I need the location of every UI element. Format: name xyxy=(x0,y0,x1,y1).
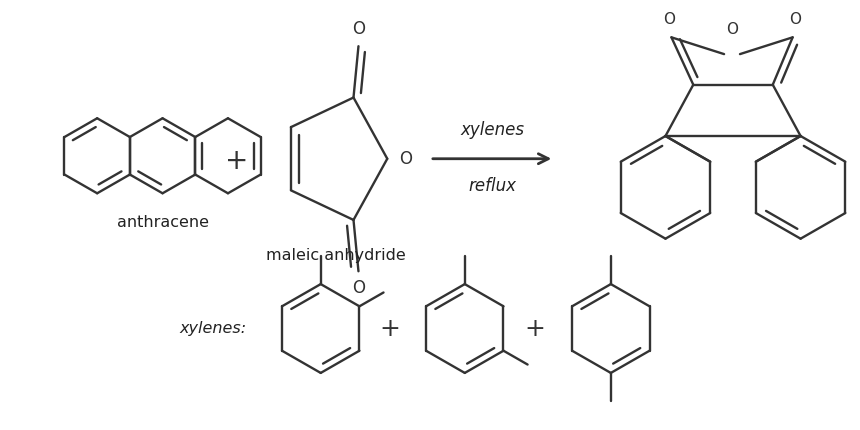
Text: O: O xyxy=(789,12,801,28)
Text: O: O xyxy=(399,150,412,168)
Text: O: O xyxy=(726,22,738,37)
Text: O: O xyxy=(352,20,365,38)
Text: O: O xyxy=(352,279,365,297)
Text: reflux: reflux xyxy=(468,176,516,194)
Text: xylenes: xylenes xyxy=(460,121,524,139)
Text: anthracene: anthracene xyxy=(117,215,209,230)
Text: +: + xyxy=(524,316,544,341)
Text: xylenes:: xylenes: xyxy=(179,321,246,336)
Text: +: + xyxy=(380,316,401,341)
Text: O: O xyxy=(663,12,675,28)
Text: +: + xyxy=(224,147,248,175)
Text: maleic anhydride: maleic anhydride xyxy=(266,248,405,263)
